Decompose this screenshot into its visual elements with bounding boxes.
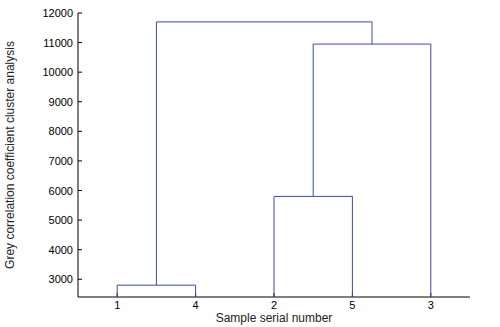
x-tick-label: 4	[193, 299, 199, 311]
x-tick-label: 5	[349, 299, 355, 311]
x-tick-label: 2	[271, 299, 277, 311]
y-axis	[78, 13, 79, 297]
x-tick-label: 1	[114, 299, 120, 311]
x-axis-label: Sample serial number	[216, 311, 333, 325]
y-tick	[78, 160, 82, 161]
y-tick-label: 6000	[49, 185, 73, 197]
link	[117, 285, 195, 297]
y-tick-label: 11000	[43, 37, 73, 49]
y-tick-label: 9000	[49, 96, 73, 108]
y-tick	[78, 101, 82, 102]
y-tick	[78, 279, 82, 280]
y-axis-label: Grey correlation coefficient cluster ana…	[3, 41, 17, 269]
y-tick	[78, 42, 82, 43]
y-tick-label: 5000	[49, 214, 73, 226]
y-tick	[78, 13, 82, 14]
y-tick-label: 7000	[49, 155, 73, 167]
y-tick-label: 8000	[49, 125, 73, 137]
y-tick	[78, 131, 82, 132]
y-tick	[78, 72, 82, 73]
y-tick-label: 4000	[49, 244, 73, 256]
y-tick	[78, 220, 82, 221]
link	[274, 196, 352, 297]
y-tick	[78, 190, 82, 191]
y-tick-label: 3000	[49, 273, 73, 285]
y-tick	[78, 249, 82, 250]
y-tick-label: 10000	[42, 66, 73, 78]
x-tick-label: 3	[428, 299, 434, 311]
links	[117, 22, 431, 297]
link	[313, 44, 431, 297]
y-tick-label: 12000	[42, 7, 73, 19]
link	[156, 22, 372, 285]
